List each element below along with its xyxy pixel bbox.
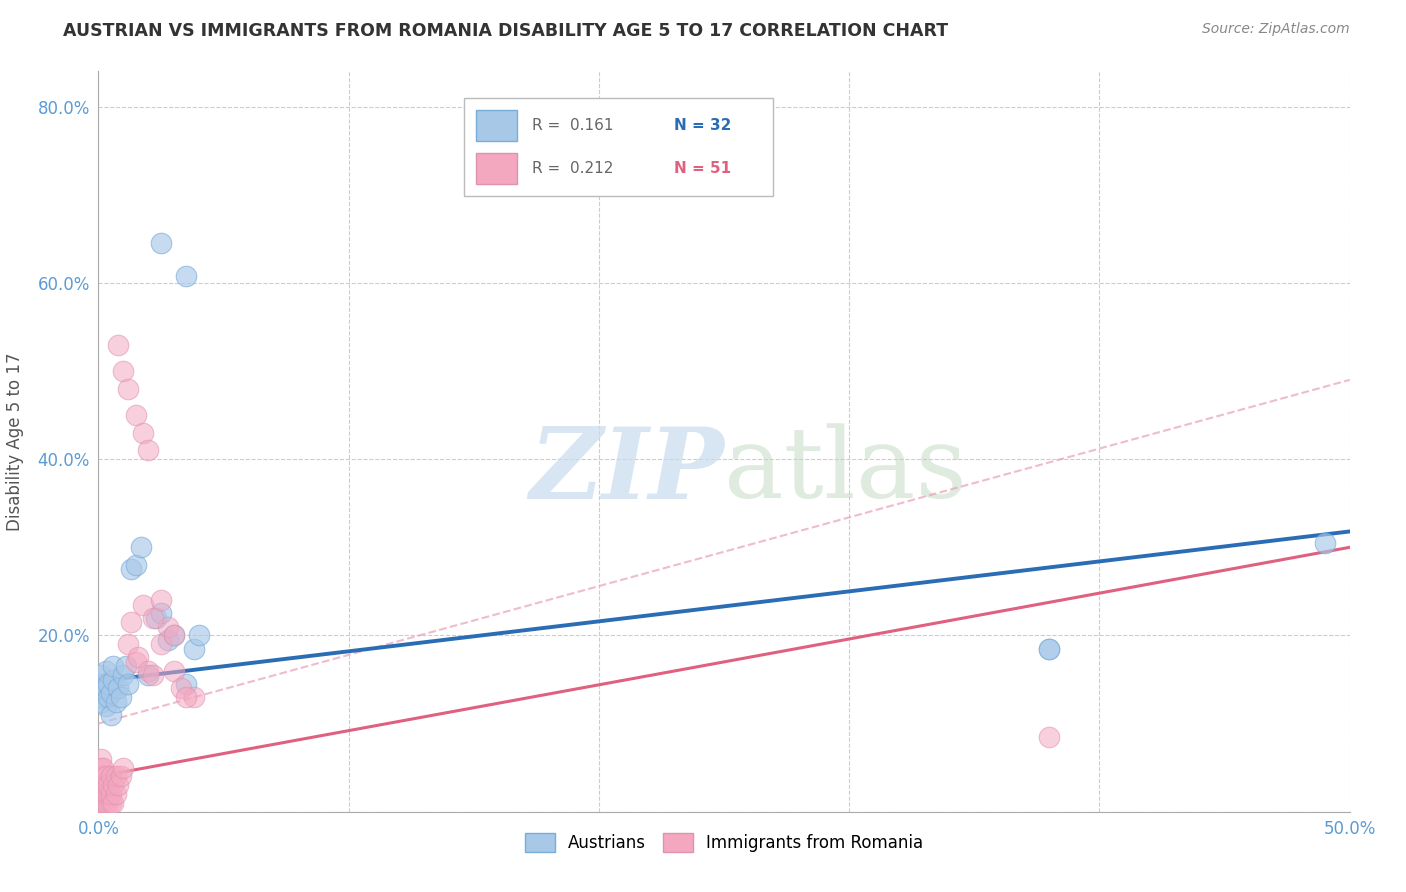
Point (174, 690, 197, 705)
Point (90, 796, 112, 810)
Point (94, 698, 117, 713)
Point (132, 598, 155, 612)
Point (150, 236, 173, 251)
Point (112, 668, 135, 682)
Point (100, 769, 122, 783)
Point (100, 787, 122, 801)
Point (125, 558, 148, 572)
Point (117, 382, 139, 396)
Text: atlas: atlas (724, 424, 967, 519)
Point (183, 690, 205, 705)
Point (129, 541, 152, 555)
Point (104, 787, 127, 801)
Point (103, 796, 125, 810)
Legend: Austrians, Immigrants from Romania: Austrians, Immigrants from Romania (519, 826, 929, 859)
Point (125, 655, 148, 669)
Point (150, 607, 173, 621)
Text: ZIP: ZIP (529, 423, 724, 519)
Point (138, 664, 160, 678)
Point (97, 690, 120, 705)
Point (94, 681, 117, 696)
Point (115, 659, 138, 673)
Point (110, 690, 132, 705)
Text: R =  0.212: R = 0.212 (531, 161, 613, 177)
Point (104, 694, 127, 708)
Point (150, 637, 173, 651)
Point (174, 268, 197, 283)
Point (142, 611, 165, 625)
Point (107, 337, 129, 351)
Point (90, 769, 112, 783)
Point (100, 707, 122, 722)
Text: N = 32: N = 32 (675, 118, 731, 133)
Point (1038, 641, 1060, 656)
Point (145, 611, 167, 625)
Point (107, 681, 129, 696)
Point (97, 787, 120, 801)
Point (90, 778, 112, 792)
Point (94, 664, 117, 678)
Point (162, 664, 184, 678)
Point (120, 562, 142, 576)
Point (120, 615, 142, 630)
Point (1313, 536, 1336, 550)
Bar (477, 110, 516, 141)
Point (90, 752, 112, 766)
Point (97, 796, 120, 810)
Point (1038, 641, 1060, 656)
Point (93, 761, 115, 775)
Point (90, 668, 112, 682)
Bar (477, 153, 516, 185)
Point (93, 778, 115, 792)
Text: AUSTRIAN VS IMMIGRANTS FROM ROMANIA DISABILITY AGE 5 TO 17 CORRELATION CHART: AUSTRIAN VS IMMIGRANTS FROM ROMANIA DISA… (63, 22, 949, 40)
Point (90, 761, 112, 775)
Point (110, 769, 132, 783)
Point (103, 778, 125, 792)
Point (93, 787, 115, 801)
Point (157, 632, 180, 647)
Point (107, 778, 129, 792)
Point (104, 769, 127, 783)
Point (94, 796, 117, 810)
Point (97, 778, 120, 792)
Point (94, 787, 117, 801)
Point (100, 796, 122, 810)
Point (117, 637, 139, 651)
FancyBboxPatch shape (464, 98, 773, 196)
Point (100, 686, 122, 700)
Point (93, 690, 115, 705)
Point (93, 796, 115, 810)
Text: N = 51: N = 51 (675, 161, 731, 177)
Point (97, 677, 120, 691)
Point (94, 769, 117, 783)
Point (142, 668, 165, 682)
Point (174, 677, 197, 691)
Point (138, 443, 160, 458)
Point (103, 659, 125, 673)
Point (162, 628, 184, 642)
Point (90, 694, 112, 708)
Point (1038, 730, 1060, 744)
Text: Source: ZipAtlas.com: Source: ZipAtlas.com (1202, 22, 1350, 37)
Point (112, 364, 135, 378)
Point (187, 628, 209, 642)
Point (117, 677, 139, 691)
Point (112, 761, 135, 775)
Point (138, 668, 160, 682)
Text: R =  0.161: R = 0.161 (531, 118, 613, 133)
Point (162, 628, 184, 642)
Point (170, 681, 193, 696)
Point (93, 769, 115, 783)
Point (127, 650, 149, 665)
Point (183, 641, 205, 656)
Point (94, 778, 117, 792)
Point (125, 408, 148, 422)
Point (93, 677, 115, 691)
Y-axis label: Disability Age 5 to 17: Disability Age 5 to 17 (6, 352, 24, 531)
Point (150, 593, 173, 607)
Point (132, 425, 155, 440)
Point (90, 787, 112, 801)
Point (157, 619, 180, 633)
Point (103, 673, 125, 687)
